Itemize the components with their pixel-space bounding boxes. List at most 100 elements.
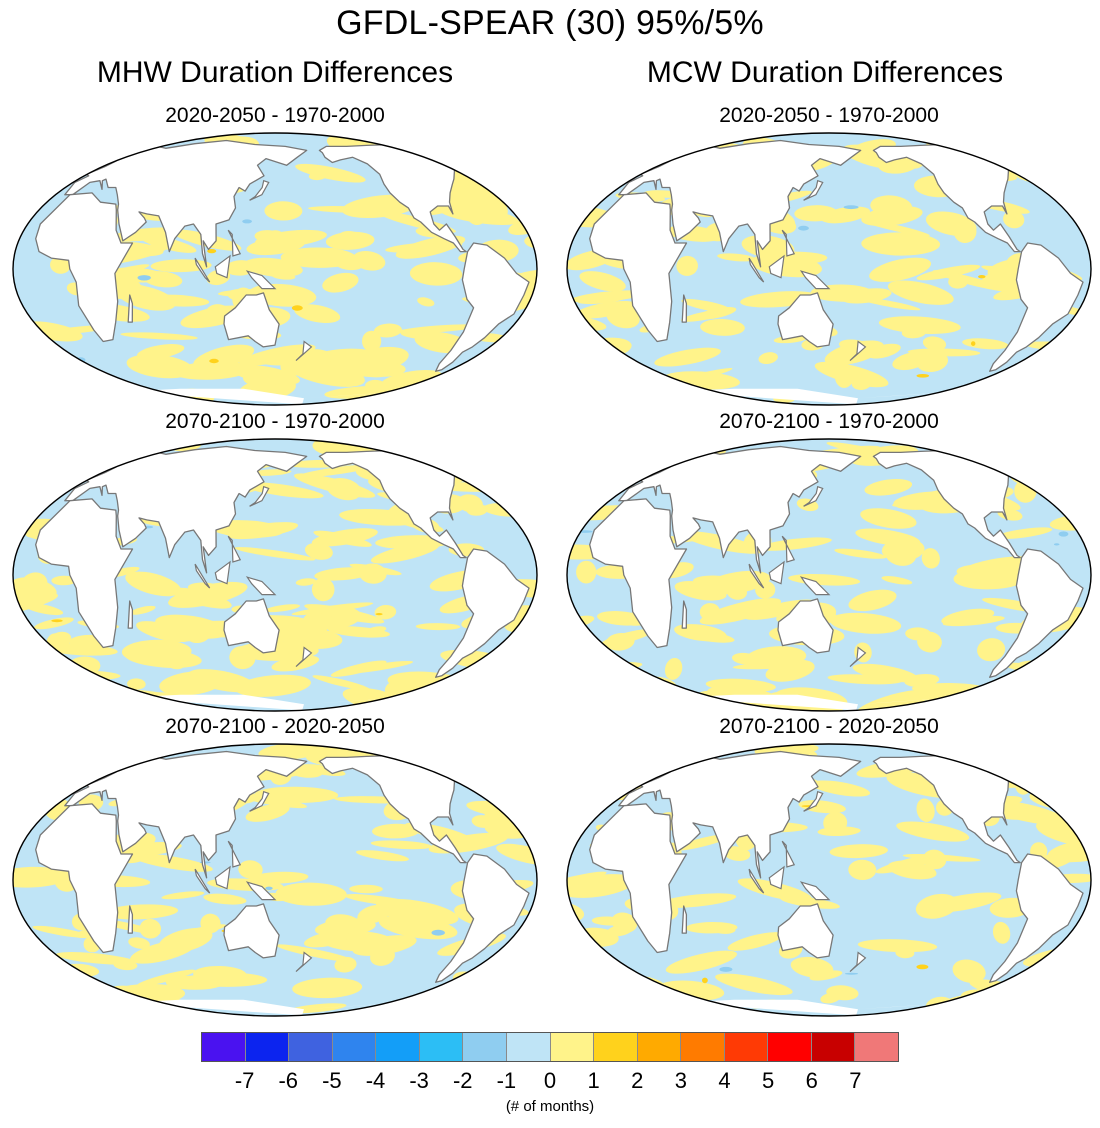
positive-anomaly-patch [281, 628, 343, 649]
continent-antarctica [675, 999, 986, 1016]
negative-extreme-patch [719, 966, 733, 972]
positive-anomaly-patch [374, 604, 397, 620]
island [799, 270, 831, 290]
continent-south-america [435, 242, 530, 372]
positive-anomaly-patch [567, 967, 590, 978]
positive-anomaly-patch [143, 271, 183, 288]
positive-anomaly-patch [103, 134, 122, 153]
panel-title: 2020-2050 - 1970-2000 [719, 104, 939, 127]
positive-anomaly-patch [438, 205, 519, 225]
positive-anomaly-patch [276, 944, 354, 962]
colorbar-swatch [202, 1033, 246, 1061]
positive-anomaly-patch [591, 916, 625, 926]
island [768, 865, 785, 890]
robinson-map [12, 132, 538, 406]
positive-extreme-patch [19, 986, 26, 989]
positive-anomaly-patch [330, 660, 387, 677]
positive-anomaly-patch [496, 843, 537, 866]
positive-anomaly-patch [516, 682, 535, 693]
positive-anomaly-patch [137, 574, 163, 592]
island [249, 179, 270, 201]
colorbar [201, 1032, 899, 1062]
negative-extreme-patch [1058, 531, 1069, 537]
island [768, 560, 785, 585]
positive-anomaly-patch [646, 689, 678, 701]
continent-africa [35, 803, 134, 954]
positive-anomaly-patch [235, 674, 311, 697]
positive-anomaly-patch [314, 567, 372, 581]
positive-anomaly-patch [186, 625, 211, 644]
positive-anomaly-patch [299, 464, 375, 478]
positive-anomaly-patch [705, 678, 776, 693]
positive-anomaly-patch [848, 589, 897, 612]
colorbar-swatch [376, 1033, 420, 1061]
positive-anomaly-patch [860, 508, 917, 529]
positive-anomaly-patch [699, 598, 782, 625]
island [227, 840, 242, 868]
colorbar-tick-label: 2 [631, 1068, 644, 1093]
positive-anomaly-patch [311, 577, 335, 602]
positive-anomaly-patch [654, 347, 721, 367]
positive-anomaly-patch [605, 633, 635, 651]
positive-anomaly-patch [415, 623, 461, 631]
negative-extreme-patch [1053, 543, 1060, 546]
positive-anomaly-patch [758, 352, 778, 364]
positive-anomaly-patch [657, 893, 737, 908]
positive-extreme-patch [702, 977, 708, 984]
positive-anomaly-patch [203, 893, 247, 905]
positive-anomaly-patch [43, 781, 70, 789]
negative-extreme-patch [265, 886, 273, 890]
colorbar-tick-label: -3 [409, 1068, 429, 1093]
positive-anomaly-patch [370, 840, 432, 850]
island [245, 576, 277, 596]
positive-anomaly-patch [567, 744, 620, 757]
island [194, 257, 211, 283]
continent-africa [589, 803, 688, 954]
colorbar-tick-label: -6 [278, 1068, 299, 1093]
map-panel-mhw-2070-2100: 2070-2100 - 1970-2000 [10, 410, 540, 715]
island [748, 257, 765, 283]
colorbar-swatch [332, 1033, 377, 1061]
colorbar-tick-label: -4 [365, 1068, 386, 1093]
colorbar-swatch [245, 1033, 290, 1061]
positive-anomaly-patch [591, 449, 641, 459]
colorbar-tick-label: 6 [805, 1068, 818, 1093]
positive-extreme-patch [51, 619, 63, 623]
colorbar-tick-label: 1 [587, 1068, 600, 1093]
positive-anomaly-patch [829, 612, 902, 634]
positive-extreme-patch [375, 613, 383, 616]
positive-anomaly-patch [676, 255, 698, 276]
continent-eurasia [618, 750, 862, 879]
positive-anomaly-patch [275, 882, 347, 906]
colorbar-swatch [855, 1033, 898, 1061]
positive-anomaly-patch [884, 541, 917, 566]
continent-africa [35, 498, 134, 649]
positive-anomaly-patch [861, 205, 923, 227]
colorbar-tick-label: -7 [234, 1068, 255, 1093]
positive-anomaly-patch [567, 377, 622, 397]
positive-anomaly-patch [864, 479, 913, 496]
map-panel-mhw-late-vs-mid: 2070-2100 - 2020-2050 [10, 715, 540, 1020]
positive-anomaly-patch [731, 652, 758, 665]
positive-anomaly-patch [834, 548, 887, 559]
positive-anomaly-patch [23, 389, 98, 401]
negative-extreme-patch [137, 275, 151, 281]
island [194, 868, 211, 894]
positive-anomaly-patch [765, 659, 815, 682]
continent-antarctica [675, 388, 986, 405]
panel-title: 2020-2050 - 1970-2000 [165, 104, 385, 127]
positive-anomaly-patch [875, 853, 942, 874]
island [781, 229, 796, 257]
positive-extreme-patch [291, 305, 303, 311]
map-frame [566, 132, 1092, 406]
positive-anomaly-patch [13, 866, 69, 888]
positive-anomaly-patch [313, 530, 372, 547]
island [245, 270, 277, 290]
map-frame [566, 438, 1092, 712]
map-frame [566, 743, 1092, 1017]
map-panel-mhw-2020-2050: 2020-2050 - 1970-2000 [10, 104, 540, 409]
positive-anomaly-patch [504, 162, 537, 182]
positive-anomaly-patch [896, 821, 970, 842]
column-title-mcw: MCW Duration Differences [646, 56, 1004, 89]
positive-anomaly-patch [508, 796, 537, 806]
